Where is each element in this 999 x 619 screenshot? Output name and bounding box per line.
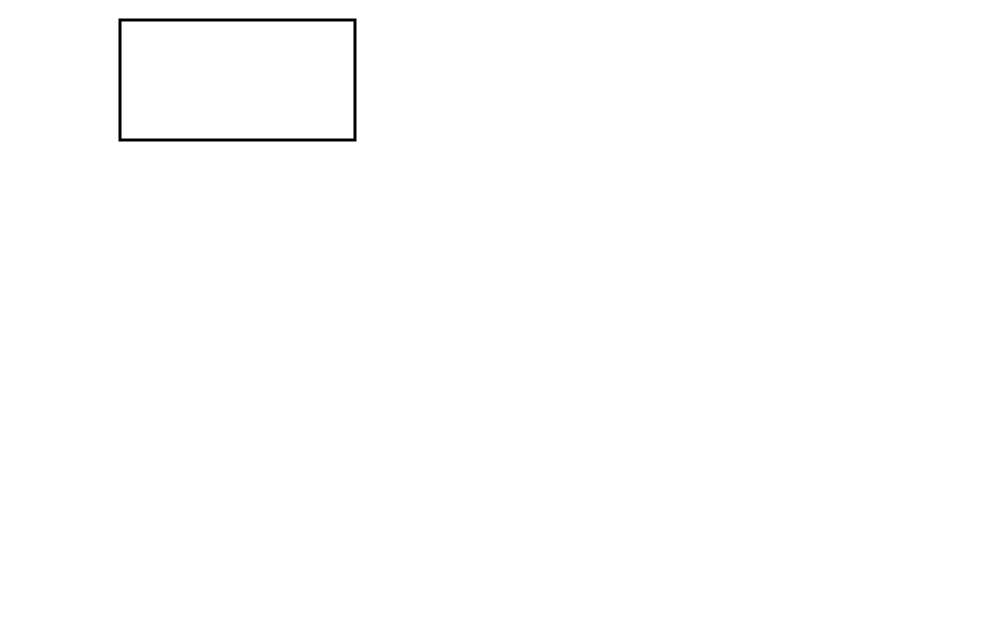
external-system-box	[120, 20, 355, 140]
